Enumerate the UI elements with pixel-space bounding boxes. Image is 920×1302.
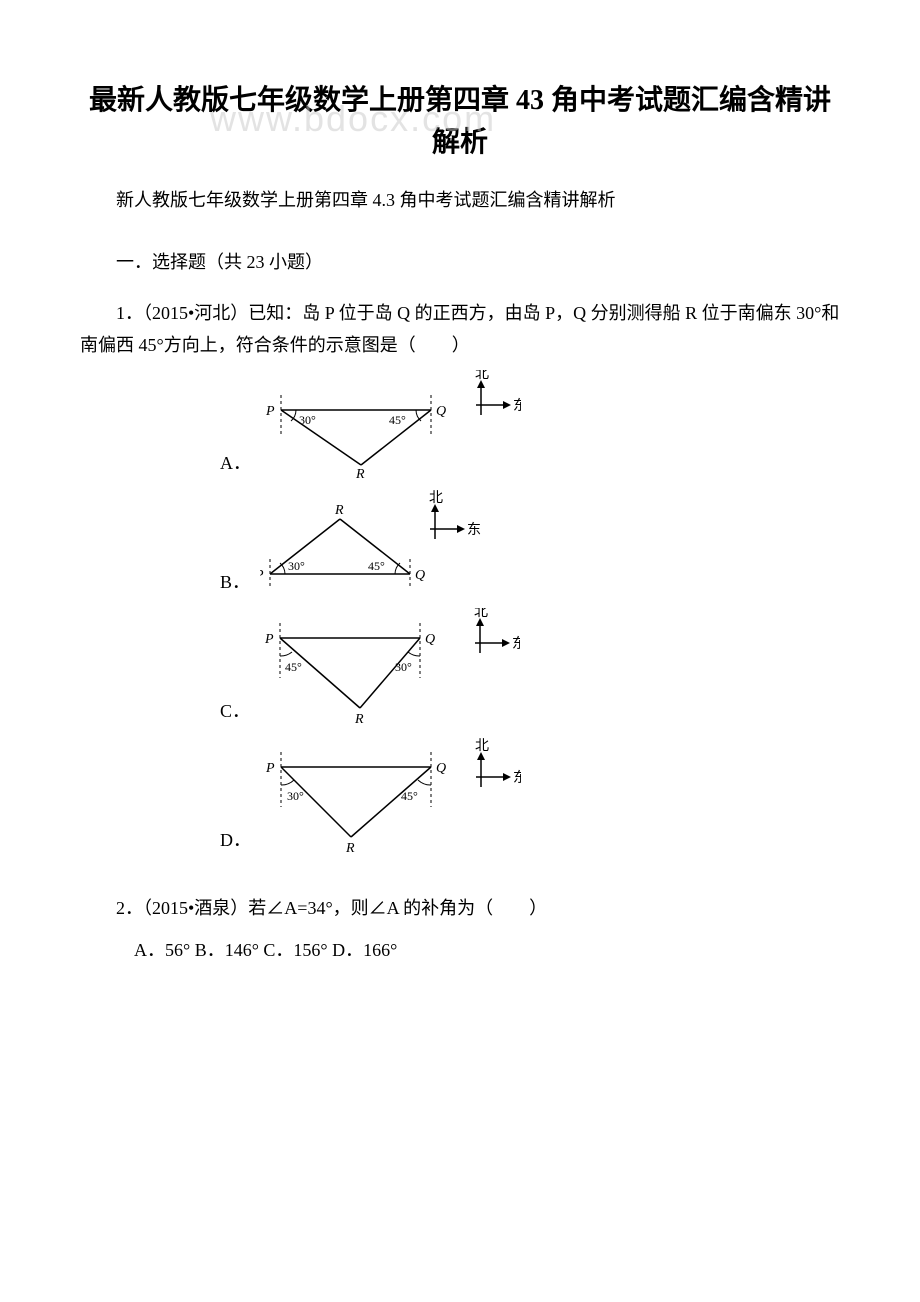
svg-text:30°: 30° xyxy=(288,559,305,573)
svg-text:45°: 45° xyxy=(285,660,302,674)
svg-text:30°: 30° xyxy=(299,413,316,427)
svg-text:东: 东 xyxy=(467,522,481,538)
diagram-d: 北 东 P Q R 30° 4 xyxy=(261,737,521,862)
svg-text:Q: Q xyxy=(425,632,435,647)
svg-text:R: R xyxy=(355,467,365,480)
compass-east: 东 xyxy=(513,398,521,414)
svg-text:北: 北 xyxy=(429,490,443,506)
svg-text:P: P xyxy=(265,404,275,419)
diagram-c: 北 东 P Q R 45° xyxy=(260,608,520,733)
svg-text:北: 北 xyxy=(475,738,489,754)
svg-text:P: P xyxy=(260,568,264,583)
diagram-a: 北 东 xyxy=(261,370,521,485)
option-c-row: C． 北 东 xyxy=(220,608,840,733)
svg-text:Q: Q xyxy=(436,404,446,419)
option-a-label: A． xyxy=(220,449,251,485)
svg-text:45°: 45° xyxy=(368,559,385,573)
q1-options: A． 北 东 xyxy=(220,370,840,862)
page-content: 最新人教版七年级数学上册第四章 43 角中考试题汇编含精讲解析 新人教版七年级数… xyxy=(80,80,840,966)
subtitle: 新人教版七年级数学上册第四章 4.3 角中考试题汇编含精讲解析 xyxy=(80,184,840,216)
svg-text:北: 北 xyxy=(474,608,488,620)
svg-text:45°: 45° xyxy=(389,413,406,427)
svg-text:P: P xyxy=(265,761,275,776)
option-b-label: B． xyxy=(220,568,250,604)
svg-text:45°: 45° xyxy=(401,789,418,803)
question-2: 2．（2015•酒泉）若∠A=34°，则∠A 的补角为（ ） xyxy=(80,892,840,924)
option-b-row: B． 北 东 xyxy=(220,489,840,604)
svg-text:30°: 30° xyxy=(287,789,304,803)
q2-options: A．56° B．146° C．156° D．166° xyxy=(80,934,840,966)
main-title: 最新人教版七年级数学上册第四章 43 角中考试题汇编含精讲解析 xyxy=(80,80,840,164)
svg-text:30°: 30° xyxy=(395,660,412,674)
option-d-row: D． 北 东 xyxy=(220,737,840,862)
svg-text:R: R xyxy=(334,503,344,518)
option-c-label: C． xyxy=(220,697,250,733)
svg-text:R: R xyxy=(354,712,364,727)
svg-text:P: P xyxy=(264,632,274,647)
diagram-b: 北 东 P Q R 30° xyxy=(260,489,520,604)
option-d-label: D． xyxy=(220,826,251,862)
svg-text:东: 东 xyxy=(513,770,521,786)
option-a-row: A． 北 东 xyxy=(220,370,840,485)
svg-text:Q: Q xyxy=(436,761,446,776)
section-header: 一．选择题（共 23 小题） xyxy=(80,246,840,278)
compass-north: 北 xyxy=(475,370,489,382)
svg-text:Q: Q xyxy=(415,568,425,583)
svg-text:R: R xyxy=(345,841,355,856)
svg-text:东: 东 xyxy=(512,636,520,652)
question-1: 1．（2015•河北）已知：岛 P 位于岛 Q 的正西方，由岛 P，Q 分别测得… xyxy=(80,297,840,362)
